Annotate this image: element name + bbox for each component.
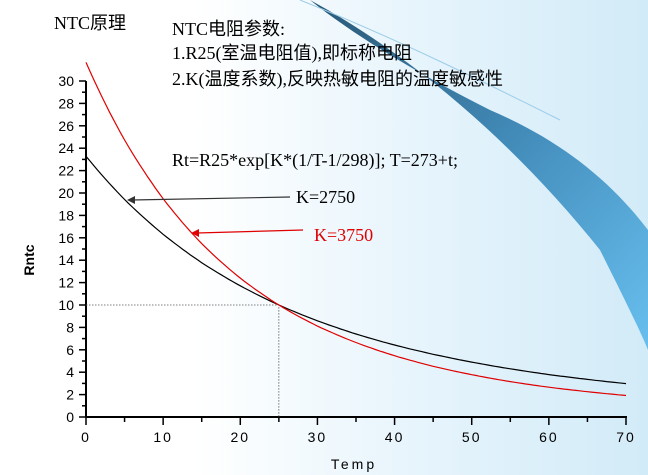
y-tick-label: 18 [58,207,74,223]
param-k: 2.K(温度系数),反映热敏电阻的温度敏感性 [172,69,503,89]
arrow-k3750 [196,229,304,234]
x-tick-label: 10 [153,429,173,445]
series-line-k-2750 [85,155,627,385]
y-tick-label: 28 [58,95,74,111]
y-tick-label: 20 [58,185,74,201]
x-tick-label: 0 [81,429,91,445]
slide-title: NTC原理 [54,13,126,33]
y-tick-label: 6 [66,342,74,358]
series-line-k-3750 [85,62,627,397]
y-tick-label: 22 [58,163,74,179]
formula: Rt=R25*exp[K*(1/T-1/298)]; T=273+t; [172,150,458,170]
x-tick-label: 50 [462,429,482,445]
reference-guide [86,304,280,417]
x-tick-label: 70 [616,429,636,445]
x-tick-label: 40 [385,429,405,445]
y-tick-label: 4 [66,364,74,380]
x-tick-label: 30 [308,429,328,445]
arrowhead-k2750 [127,196,135,204]
params-heading: NTC电阻参数: [172,19,286,39]
y-tick-label: 30 [58,73,74,89]
y-tick-label: 26 [58,118,74,134]
y-tick-label: 14 [58,252,74,268]
y-tick-label: 16 [58,230,74,246]
arrow-k2750 [131,196,291,201]
y-axis-label: Rntc [21,244,37,275]
y-tick-label: 12 [58,275,74,291]
arrowhead-k3750 [191,229,199,237]
x-axis-label: Temp [331,456,377,472]
y-tick-label: 2 [66,387,74,403]
x-tick-label: 60 [539,429,559,445]
x-tick-label: 20 [230,429,250,445]
y-tick-label: 24 [58,140,74,156]
param-r25: 1.R25(室温电阻值),即标称电阻 [172,43,412,63]
y-tick-label: 10 [58,297,74,313]
y-tick-label: 8 [66,319,74,335]
label-k3750: K=3750 [314,225,373,245]
y-tick-label: 0 [66,409,74,425]
label-k2750: K=2750 [296,187,355,207]
